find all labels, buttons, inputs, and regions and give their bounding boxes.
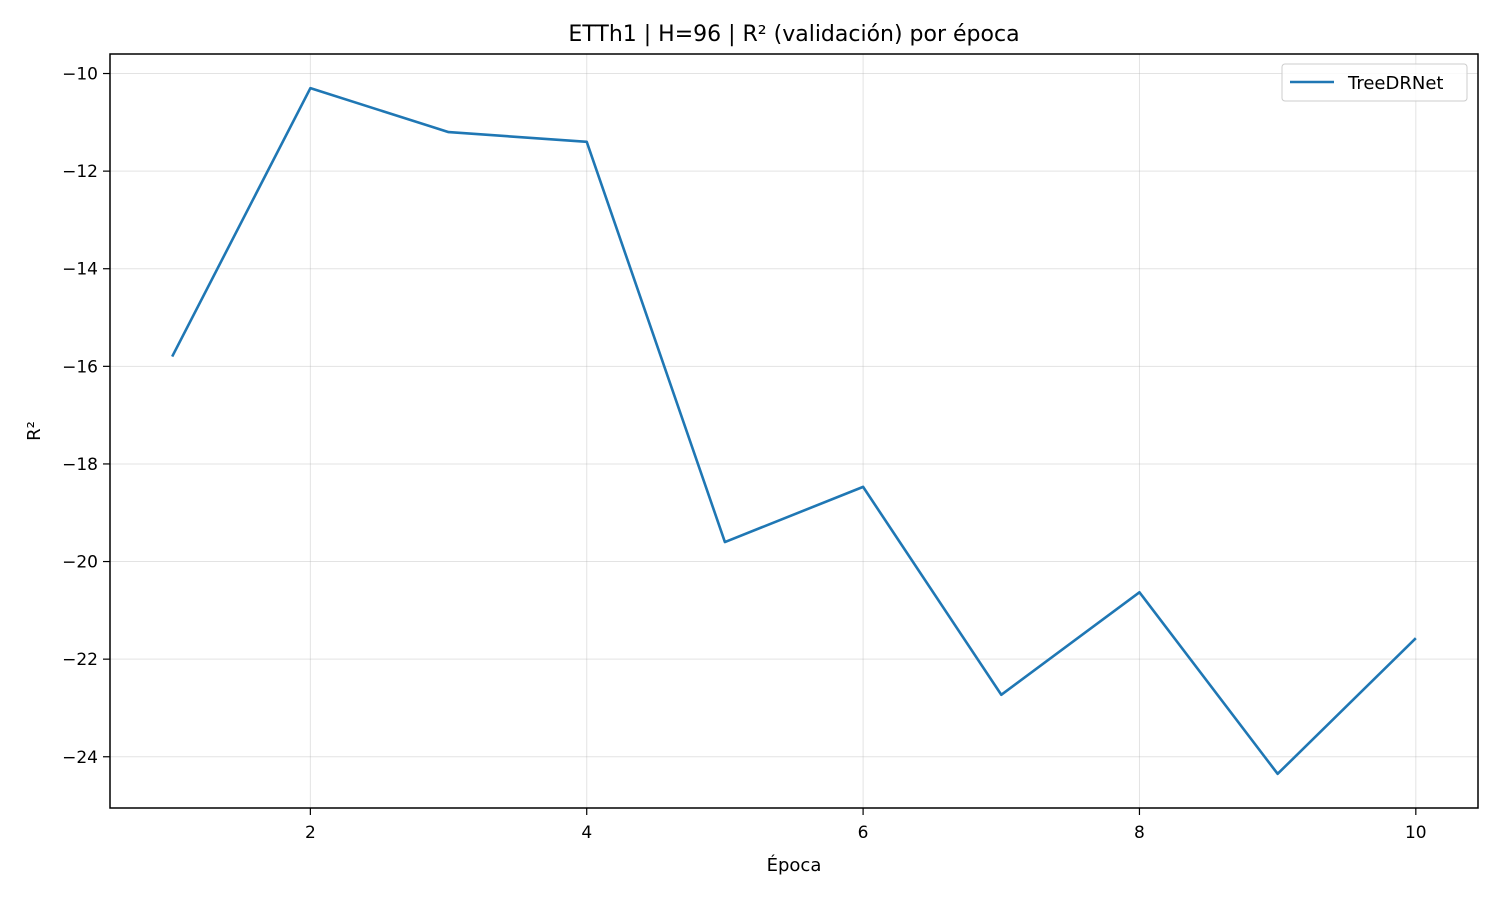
y-tick-label: −18 (62, 455, 98, 475)
x-tick-label: 8 (1134, 823, 1145, 843)
x-tick-label: 10 (1405, 823, 1427, 843)
legend-label-treedrnet: TreeDRNet (1347, 73, 1443, 94)
x-tick-label: 6 (858, 823, 869, 843)
chart-title: ETTh1 | H=96 | R² (validación) por época (568, 22, 1019, 47)
series-layer (171, 86, 1417, 776)
y-tick-label: −24 (62, 748, 98, 768)
plot-area-frame (109, 53, 1479, 809)
series-line-treedrnet (171, 86, 1417, 776)
y-tick-label: −14 (62, 260, 98, 280)
y-tick-label: −10 (62, 65, 98, 85)
y-axis-ticks: −10 −12 −14 −16 −18 −20 −22 −24 (62, 65, 110, 768)
y-tick-label: −12 (62, 162, 98, 182)
legend-box (1281, 63, 1468, 102)
x-tick-label: 2 (305, 823, 316, 843)
x-axis-ticks: 2 4 6 8 10 (305, 808, 1427, 843)
legend: TreeDRNet (1281, 63, 1468, 102)
y-tick-label: −20 (62, 553, 98, 573)
x-axis-label: Época (767, 854, 822, 876)
y-tick-label: −16 (62, 357, 98, 377)
x-tick-label: 4 (581, 823, 592, 843)
grid-lines (110, 54, 1478, 808)
y-tick-label: −22 (62, 650, 98, 670)
y-axis-label: R² (24, 421, 45, 441)
